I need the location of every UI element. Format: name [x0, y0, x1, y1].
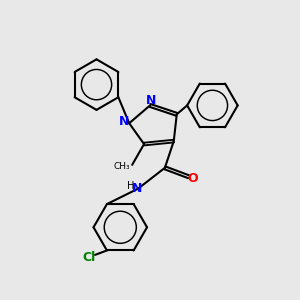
Text: N: N [119, 115, 129, 128]
Text: CH₃: CH₃ [113, 162, 130, 171]
Text: N: N [131, 182, 142, 194]
Text: O: O [187, 172, 198, 185]
Text: Cl: Cl [82, 251, 96, 264]
Text: N: N [146, 94, 157, 107]
Text: H: H [127, 181, 134, 191]
